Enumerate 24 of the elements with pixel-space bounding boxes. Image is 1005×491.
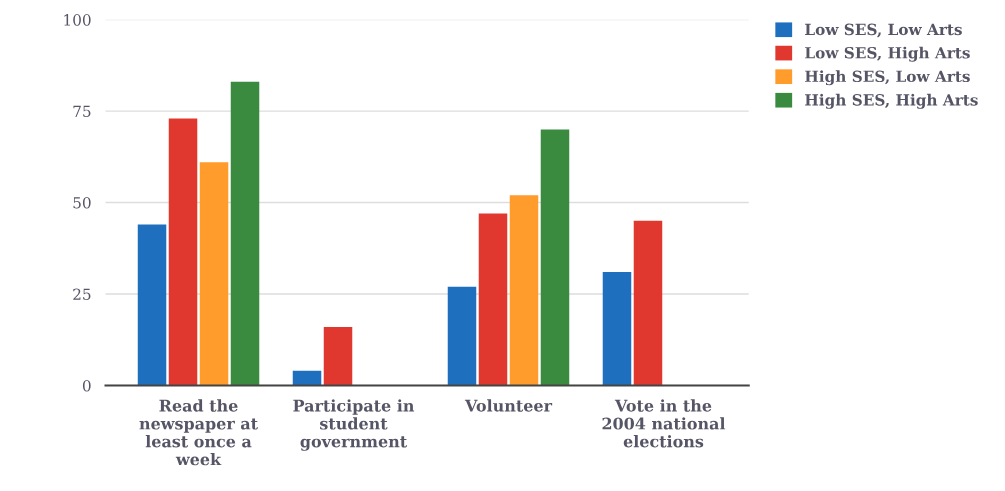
bar <box>602 272 632 386</box>
bar <box>447 286 477 386</box>
bar <box>323 326 353 386</box>
legend-label: High SES, Low Arts <box>805 70 970 86</box>
x-tick-label: Vote in the 2004 national elections <box>602 399 726 448</box>
legend-label: Low SES, High Arts <box>805 46 970 62</box>
bar <box>540 129 570 386</box>
bar <box>137 224 167 386</box>
y-tick-label: 75 <box>73 105 91 118</box>
bar <box>199 162 229 386</box>
y-tick-label: 50 <box>73 197 91 209</box>
x-tick-label: Volunteer <box>464 399 553 412</box>
y-tick-label: 100 <box>64 14 91 26</box>
y-tick-label: 25 <box>73 288 91 301</box>
bar <box>168 118 198 386</box>
x-tick-label: Read the newspaper at least once a week <box>139 399 258 466</box>
bar <box>478 213 508 386</box>
y-tick-label: 0 <box>82 379 91 392</box>
legend-label: Low SES, Low Arts <box>805 23 962 38</box>
bar <box>509 195 539 386</box>
bar <box>230 81 260 386</box>
bar <box>633 220 663 386</box>
legend-label: High SES, High Arts <box>805 93 978 109</box>
x-tick-label: Participate in student government <box>293 399 415 451</box>
